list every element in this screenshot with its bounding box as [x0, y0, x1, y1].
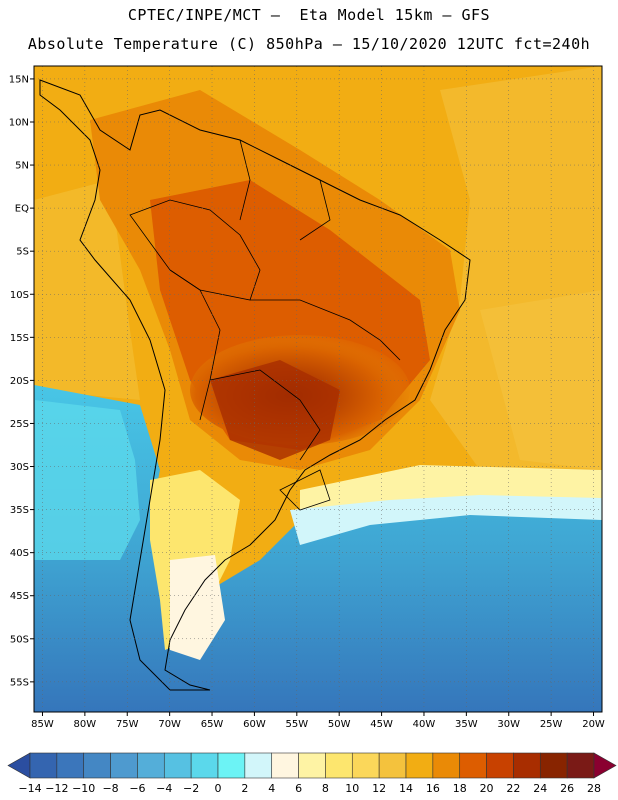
colorbar-label: −4 [156, 782, 172, 795]
lon-label: 85W [31, 719, 54, 730]
colorbar-label: −6 [129, 782, 145, 795]
country-borders [129, 139, 401, 511]
colorbar-label: −8 [102, 782, 118, 795]
colorbar-segment [29, 752, 58, 779]
colorbar-segment [56, 752, 85, 779]
colorbar-label: −14 [18, 782, 41, 795]
colorbar-segment [137, 752, 165, 779]
colorbar-segment [459, 752, 487, 779]
colorbar-label: 26 [560, 782, 574, 795]
colorbar-segment [486, 752, 514, 779]
lon-label: 25W [540, 719, 563, 730]
colorbar-label: 0 [215, 782, 222, 795]
map-title-line1: CPTEC/INPE/MCT – Eta Model 15km – GFS [127, 6, 491, 24]
lon-label: 40W [413, 719, 436, 730]
lon-label: 70W [158, 719, 181, 730]
colorbar-label: 4 [268, 782, 275, 795]
colorbar-segment [190, 752, 219, 779]
colorbar-label: 8 [322, 782, 329, 795]
colorbar-segment [271, 752, 299, 779]
colorbar-label: 12 [372, 782, 386, 795]
colorbar-label: −2 [183, 782, 199, 795]
colorbar-label: −10 [72, 782, 95, 795]
lat-lon-grid [34, 66, 602, 712]
colorbar-label: 18 [453, 782, 467, 795]
lon-label: 65W [201, 719, 224, 730]
lat-label: 10N [9, 117, 29, 128]
colorbar-label: 22 [506, 782, 520, 795]
lon-label: 75W [116, 719, 139, 730]
colorbar-segment [83, 752, 111, 779]
lat-label: 50S [10, 634, 29, 645]
lon-label: 20W [582, 719, 605, 730]
colorbar-segment [217, 752, 246, 779]
colorbar [7, 752, 617, 779]
colorbar-segment [405, 752, 434, 779]
colorbar-segment [325, 752, 353, 779]
colorbar-segment [432, 752, 461, 779]
colorbar-segment [513, 752, 541, 779]
colorbar-label: 24 [533, 782, 547, 795]
lon-label: 60W [243, 719, 266, 730]
lon-label: 55W [285, 719, 308, 730]
colorbar-segment [163, 752, 192, 779]
colorbar-label: 20 [480, 782, 494, 795]
lat-label: 40S [10, 548, 29, 559]
coastline [39, 79, 471, 691]
lat-label: 20S [10, 376, 29, 387]
colorbar-label: 14 [399, 782, 413, 795]
colorbar-segment [378, 752, 407, 779]
lat-label: 30S [10, 462, 29, 473]
colorbar-labels: −14 −12 −10 −8 −6 −4 −2 0 2 4 6 8 10 12 14 16 18 20 22 24 26… [18, 782, 601, 795]
lat-label: 5S [16, 247, 29, 258]
map-frame [33, 65, 603, 713]
colorbar-label: 10 [345, 782, 359, 795]
colorbar-label: 2 [241, 782, 248, 795]
lat-label: 35S [10, 505, 29, 516]
colorbar-segment [351, 752, 380, 779]
lon-label: 35W [455, 719, 478, 730]
lat-label: 55S [10, 677, 29, 688]
colorbar-segment [244, 752, 273, 779]
latitude-labels: 15N 10N 5N EQ 5S 10S 15S 20S 25S 30S 35S 40S 45S 50S 5… [9, 74, 34, 688]
colorbar-max-arrow [593, 752, 617, 779]
lon-label: 30W [497, 719, 520, 730]
temperature-field [34, 66, 602, 712]
lon-label: 80W [74, 719, 97, 730]
lat-label: 15S [10, 333, 29, 344]
lat-label: 25S [10, 419, 29, 430]
lon-label: 45W [370, 719, 393, 730]
colorbar-segment [110, 752, 138, 779]
colorbar-segment [566, 752, 595, 779]
longitude-labels: 85W 80W 75W 70W 65W 60W 55W 50W 45W 40W 35W 30W 25W 2… [31, 712, 605, 730]
lat-label: 45S [10, 591, 29, 602]
colorbar-min-arrow [7, 752, 31, 779]
colorbar-label: 6 [295, 782, 302, 795]
colorbar-label: 16 [426, 782, 440, 795]
lat-label: 10S [10, 290, 29, 301]
lat-label: 15N [9, 74, 29, 85]
lat-label: EQ [15, 204, 29, 215]
colorbar-segment [539, 752, 568, 779]
map-title-line2: Absolute Temperature (C) 850hPa – 15/10/… [27, 35, 591, 53]
colorbar-segment [298, 752, 326, 779]
lon-label: 50W [328, 719, 351, 730]
lat-label: 5N [15, 161, 29, 172]
colorbar-label: 28 [587, 782, 601, 795]
colorbar-label: −12 [45, 782, 68, 795]
